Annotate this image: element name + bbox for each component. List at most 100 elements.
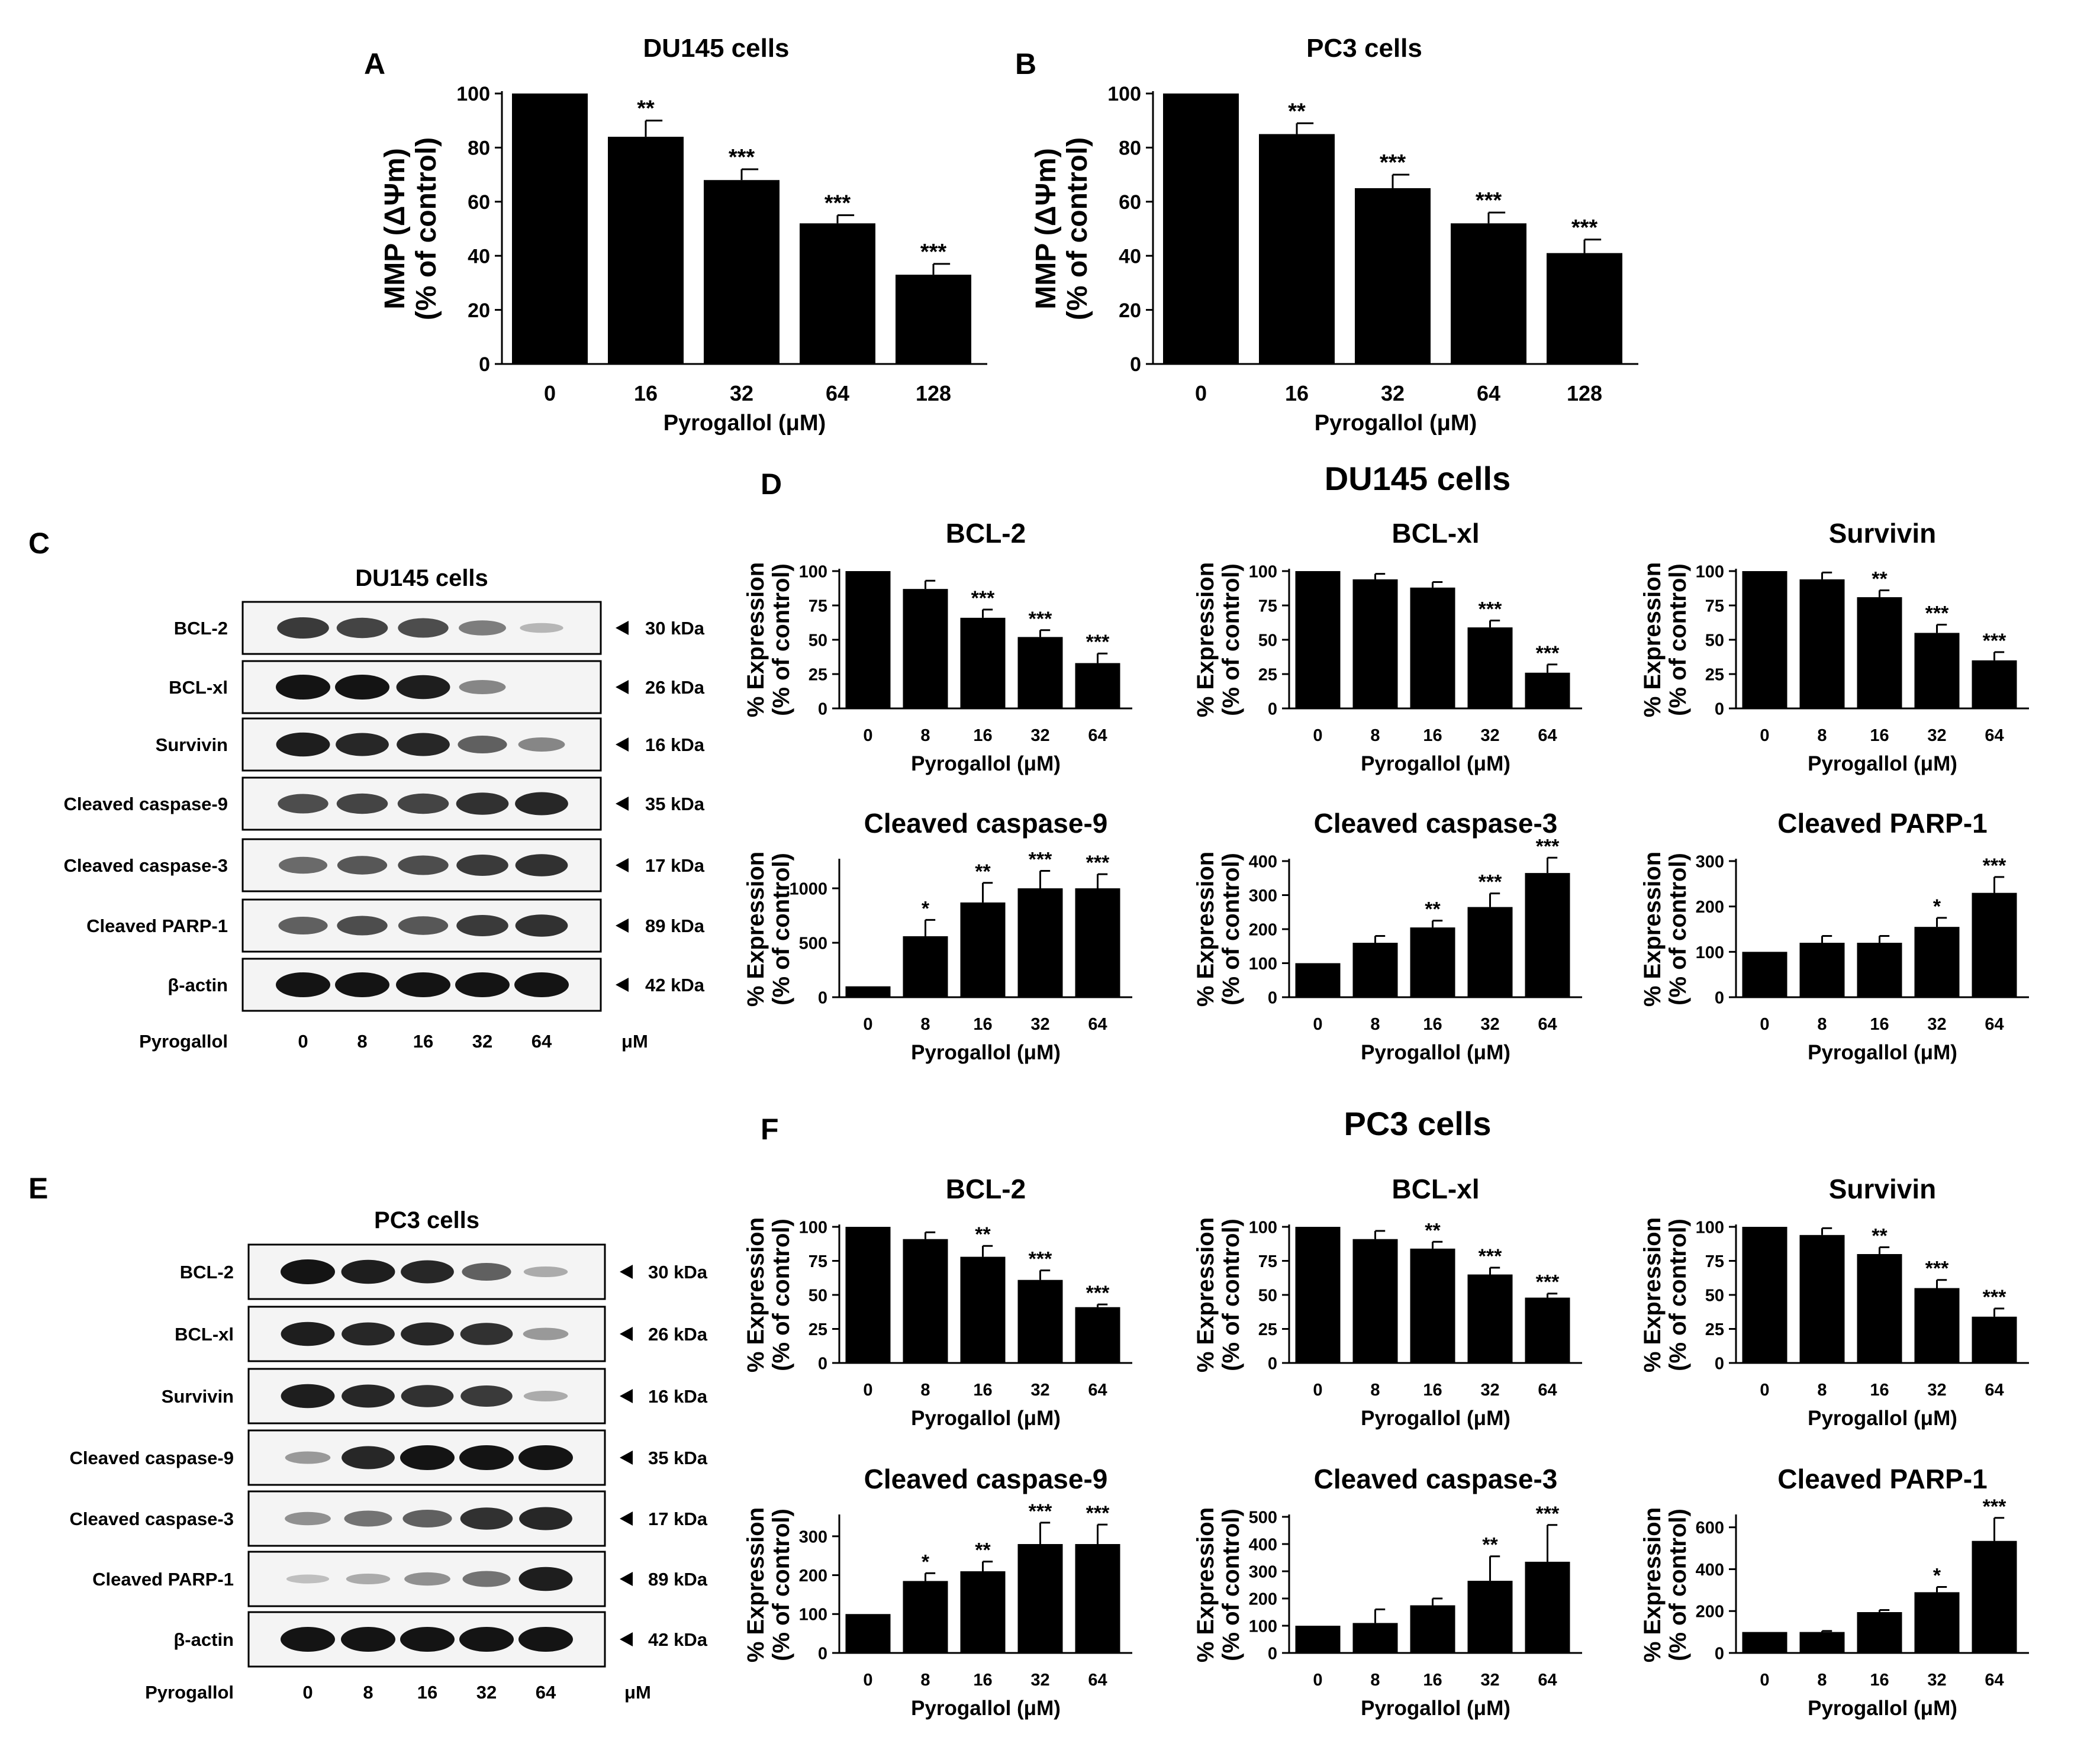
significance-marker: *** [1086,1502,1110,1525]
significance-marker: *** [1571,215,1598,240]
blot-band [456,855,508,876]
y-tick-label: 0 [1268,700,1277,718]
blots-layer: DU145 cells BCL-2 30 kDa BCL-xl 26 kDa Surviv… [64,565,708,1703]
x-tick-label: 16 [1870,1671,1889,1690]
chart-d6: Cleaved PARP-1 0 100 200 300 0 8 16 * 32 *** 64 Pyro… [1640,808,2029,1064]
chart-d1: BCL-2 0 25 50 75 100 0 8 *** 16 *** 32 *** 64 Pyrogall… [743,518,1132,775]
blot-band [459,620,506,636]
blot-kda-label: 35 kDa [648,1448,708,1468]
bar [1075,888,1120,997]
bar [1857,943,1902,997]
bar [1410,1248,1455,1363]
x-tick-label: 32 [1480,1381,1499,1400]
bar [1017,1544,1063,1653]
x-tick-label: 16 [973,1015,992,1034]
blot-band [401,1322,454,1346]
significance-marker: *** [971,587,995,610]
chart-f6: Cleaved PARP-1 0 200 400 600 0 8 16 * 32 *** 64 Pyro… [1640,1464,2029,1720]
x-tick-label: 32 [1927,1015,1946,1034]
blot-kda-label: 16 kDa [645,734,705,755]
y-tick-label: 60 [1119,191,1141,214]
significance-marker: *** [1983,1286,2006,1309]
chart-d3: Survivin 0 25 50 75 100 0 8 ** 16 *** 32 *** 64 Pyroga… [1640,518,2029,775]
y-tick-label: 200 [1249,920,1277,939]
significance-marker: *** [1983,1496,2006,1518]
y-tick-label: 300 [1249,887,1277,905]
y-tick-label: 300 [1249,1562,1277,1581]
x-tick-label: 16 [634,381,658,405]
y-tick-label: 50 [1258,1286,1277,1305]
x-axis-label: Pyrogallol (μM) [1808,752,1957,775]
x-tick-label: 8 [1370,1671,1380,1690]
blot-band [514,972,569,997]
blot-band [342,1446,395,1469]
bar [1075,1307,1120,1363]
significance-marker: *** [1029,1500,1052,1523]
x-tick-label: 128 [1567,381,1602,405]
x-tick-label: 0 [863,1015,872,1034]
x-tick-label: 16 [1870,726,1889,745]
significance-marker: *** [1479,1245,1502,1268]
y-tick-label: 80 [468,137,490,160]
significance-marker: ** [975,1539,991,1562]
chart-title: Survivin [1829,518,1937,549]
bar [1857,1254,1902,1363]
y-tick-label: 0 [818,1354,827,1373]
y-axis-label-line2: (% of control) [1062,137,1093,320]
bar [1075,1544,1120,1653]
y-tick-label: 100 [1249,1617,1277,1636]
section-title-pc3: PC3 cells [1344,1105,1491,1142]
blot-protein-label: Cleaved caspase-9 [70,1448,234,1468]
band-pointer-icon [620,1632,633,1646]
blot-title: PC3 cells [374,1207,479,1233]
significance-marker: ** [975,861,991,883]
bar [1972,660,2017,708]
x-tick-label: 8 [1817,726,1827,745]
blot-kda-label: 17 kDa [648,1509,708,1529]
y-tick-label: 75 [809,597,827,615]
y-tick-label: 75 [1705,1252,1724,1271]
x-axis-label: Pyrogallol (μM) [911,1041,1061,1064]
band-pointer-icon [616,978,629,992]
significance-marker: *** [1380,150,1406,175]
y-tick-label: 25 [809,1320,827,1339]
blot-band [523,1391,568,1401]
y-axis-label-line2: (% of control) [1218,1219,1244,1371]
blot-band [344,1510,392,1527]
blot-kda-label: 26 kDa [645,677,705,698]
y-tick-label: 0 [1715,1644,1724,1663]
blot-protein-label: BCL-xl [169,677,228,698]
y-tick-label: 400 [1696,1561,1724,1580]
y-axis-label-line2: (% of control) [768,853,794,1005]
x-axis-label: Pyrogallol (μM) [1361,752,1510,775]
x-tick-label: 8 [920,726,930,745]
bar [845,1614,891,1653]
blot-protein-label: Cleaved PARP-1 [92,1569,234,1590]
significance-marker: *** [824,191,851,216]
significance-marker: ** [1288,99,1306,124]
y-tick-label: 50 [1705,1286,1724,1305]
chart-b: PC3 cells 0 20 40 60 80 100 0 ** 16 *** 32 *** 64 *** 1… [1030,34,1638,436]
blot-dose-label: Pyrogallol [145,1682,234,1703]
blot-band [346,1574,391,1584]
y-axis-label-line1: % Expression [1640,562,1666,717]
significance-marker: *** [1086,852,1110,874]
x-tick-label: 16 [1870,1015,1889,1034]
blot-band [336,733,389,756]
y-tick-label: 0 [818,1644,827,1663]
y-axis-label-line1: % Expression [1640,852,1666,1007]
bar [1799,1632,1845,1653]
chart-f3: Survivin 0 25 50 75 100 0 8 ** 16 *** 32 *** 64 Pyroga… [1640,1174,2029,1430]
x-axis-label: Pyrogallol (μM) [911,752,1061,775]
significance-marker: *** [1536,642,1560,665]
y-tick-label: 400 [1249,852,1277,871]
y-tick-label: 500 [1249,1508,1277,1527]
blot-band [518,737,565,752]
blot-band [342,1384,395,1408]
bar [903,936,948,997]
x-axis-label: Pyrogallol (μM) [1361,1407,1510,1430]
y-tick-label: 25 [1258,1320,1277,1339]
blot-band [520,623,563,633]
bar [845,1227,891,1363]
blot-band [459,680,506,694]
